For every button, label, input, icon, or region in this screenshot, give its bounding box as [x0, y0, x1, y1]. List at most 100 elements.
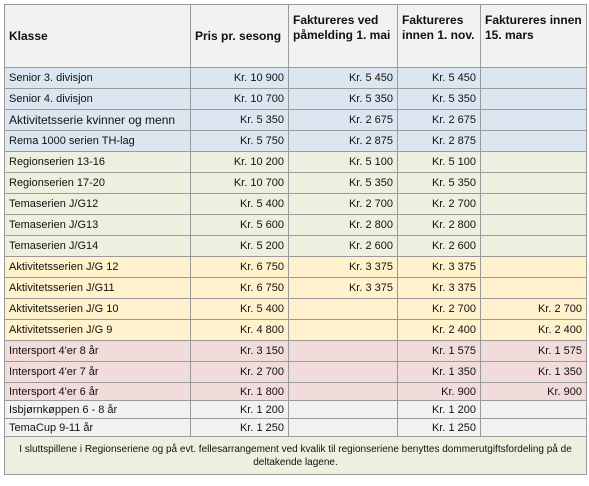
class-cell: Isbjørnkøppen 6 - 8 år	[4, 400, 191, 419]
amount-cell: Kr. 2 800	[397, 214, 481, 236]
class-cell: Regionserien 17-20	[4, 172, 191, 194]
amount-cell	[480, 193, 587, 215]
amount-cell: Kr. 5 750	[190, 130, 289, 152]
amount-cell: Kr. 1 800	[190, 382, 289, 401]
amount-cell: Kr. 1 350	[480, 361, 587, 383]
amount-cell: Kr. 3 375	[397, 256, 481, 278]
header-cell: Faktureres innen 1. nov.	[397, 4, 481, 68]
amount-cell	[288, 400, 398, 419]
table-row: TemaCup 9-11 år Kr. 1 250 Kr. 1 250	[4, 418, 587, 437]
amount-cell: Kr. 1 250	[190, 418, 289, 437]
amount-cell: Kr. 5 350	[288, 88, 398, 110]
amount-cell: Kr. 1 200	[397, 400, 481, 419]
amount-cell: Kr. 2 875	[288, 130, 398, 152]
table-row: Aktivitetsserien J/G 12 Kr. 6 750 Kr. 3 37…	[4, 256, 587, 278]
amount-cell: Kr. 6 750	[190, 256, 289, 278]
amount-cell: Kr. 2 400	[397, 319, 481, 341]
amount-cell: Kr. 5 100	[288, 151, 398, 173]
amount-cell: Kr. 2 875	[397, 130, 481, 152]
amount-cell	[288, 418, 398, 437]
amount-cell: Kr. 2 700	[480, 298, 587, 320]
class-cell: Aktivitetsserien J/G11	[4, 277, 191, 299]
class-cell: Regionserien 13-16	[4, 151, 191, 173]
amount-cell: Kr. 1 575	[480, 340, 587, 362]
class-cell: Intersport 4'er 7 år	[4, 361, 191, 383]
table-row: Rema 1000 serien TH-lag Kr. 5 750 Kr. 2 87…	[4, 130, 587, 152]
amount-cell: Kr. 5 350	[397, 88, 481, 110]
header-cell: Klasse	[4, 4, 191, 68]
amount-cell: Kr. 5 450	[288, 67, 398, 89]
table-row: Temaserien J/G12 Kr. 5 400 Kr. 2 700 Kr. 2 …	[4, 193, 587, 215]
amount-cell: Kr. 6 750	[190, 277, 289, 299]
table-row: Senior 3. divisjon Kr. 10 900 Kr. 5 450 Kr.…	[4, 67, 587, 89]
amount-cell: Kr. 3 375	[288, 256, 398, 278]
amount-cell	[480, 172, 587, 194]
amount-cell: Kr. 10 700	[190, 88, 289, 110]
amount-cell: Kr. 2 600	[288, 235, 398, 257]
amount-cell	[288, 298, 398, 320]
amount-cell	[480, 214, 587, 236]
amount-cell: Kr. 5 600	[190, 214, 289, 236]
amount-cell	[480, 109, 587, 131]
class-cell: Aktivitetsserien J/G 12	[4, 256, 191, 278]
amount-cell	[288, 361, 398, 383]
amount-cell: Kr. 900	[397, 382, 481, 401]
amount-cell: Kr. 10 200	[190, 151, 289, 173]
amount-cell	[288, 319, 398, 341]
class-cell: Senior 4. divisjon	[4, 88, 191, 110]
amount-cell	[480, 151, 587, 173]
table-row: Aktivitetsserien J/G 9 Kr. 4 800 Kr. 2 400…	[4, 319, 587, 341]
class-cell: Temaserien J/G14	[4, 235, 191, 257]
amount-cell: Kr. 2 675	[397, 109, 481, 131]
class-cell: Aktivitetsserien J/G 9	[4, 319, 191, 341]
footer-row: I sluttspillene i Regionseriene og på ev…	[4, 436, 587, 475]
amount-cell	[480, 400, 587, 419]
amount-cell: Kr. 5 450	[397, 67, 481, 89]
header-cell: Faktureres ved påmelding 1. mai	[288, 4, 398, 68]
table-row: Senior 4. divisjon Kr. 10 700 Kr. 5 350 Kr.…	[4, 88, 587, 110]
amount-cell: Kr. 5 400	[190, 193, 289, 215]
table-row: Intersport 4'er 7 år Kr. 2 700 Kr. 1 350 Kr…	[4, 361, 587, 383]
table-row: Temaserien J/G14 Kr. 5 200 Kr. 2 600 Kr. 2 …	[4, 235, 587, 257]
table-row: Regionserien 13-16 Kr. 10 200 Kr. 5 100 Kr.…	[4, 151, 587, 173]
class-cell: Aktivitetsserie kvinner og menn	[4, 109, 191, 131]
header-row: Klasse Pris pr. sesong Faktureres ved påme…	[4, 4, 587, 68]
amount-cell: Kr. 2 400	[480, 319, 587, 341]
amount-cell: Kr. 5 350	[397, 172, 481, 194]
amount-cell: Kr. 3 375	[397, 277, 481, 299]
amount-cell: Kr. 1 350	[397, 361, 481, 383]
table-row: Aktivitetsserien J/G11 Kr. 6 750 Kr. 3 375…	[4, 277, 587, 299]
class-cell: TemaCup 9-11 år	[4, 418, 191, 437]
amount-cell: Kr. 4 800	[190, 319, 289, 341]
class-cell: Intersport 4'er 8 år	[4, 340, 191, 362]
table-row: Regionserien 17-20 Kr. 10 700 Kr. 5 350 Kr.…	[4, 172, 587, 194]
amount-cell: Kr. 2 700	[397, 193, 481, 215]
amount-cell	[288, 340, 398, 362]
class-cell: Senior 3. divisjon	[4, 67, 191, 89]
amount-cell: Kr. 2 700	[397, 298, 481, 320]
footer-note: I sluttspillene i Regionseriene og på ev…	[4, 436, 587, 475]
amount-cell: Kr. 3 375	[288, 277, 398, 299]
amount-cell: Kr. 5 100	[397, 151, 481, 173]
amount-cell: Kr. 3 150	[190, 340, 289, 362]
amount-cell	[480, 88, 587, 110]
amount-cell: Kr. 10 900	[190, 67, 289, 89]
table-row: Intersport 4'er 6 år Kr. 1 800 Kr. 900 Kr. …	[4, 382, 587, 401]
fee-table: Klasse Pris pr. sesong Faktureres ved påme…	[4, 4, 587, 475]
amount-cell	[480, 418, 587, 437]
amount-cell: Kr. 2 700	[190, 361, 289, 383]
class-cell: Aktivitetsserien J/G 10	[4, 298, 191, 320]
class-cell: Temaserien J/G12	[4, 193, 191, 215]
amount-cell: Kr. 5 200	[190, 235, 289, 257]
amount-cell: Kr. 5 350	[190, 109, 289, 131]
class-cell: Temaserien J/G13	[4, 214, 191, 236]
amount-cell	[480, 277, 587, 299]
amount-cell: Kr. 1 200	[190, 400, 289, 419]
class-cell: Rema 1000 serien TH-lag	[4, 130, 191, 152]
amount-cell: Kr. 1 250	[397, 418, 481, 437]
amount-cell: Kr. 2 600	[397, 235, 481, 257]
header-cell: Faktureres innen 15. mars	[480, 4, 587, 68]
amount-cell	[480, 67, 587, 89]
amount-cell: Kr. 2 700	[288, 193, 398, 215]
